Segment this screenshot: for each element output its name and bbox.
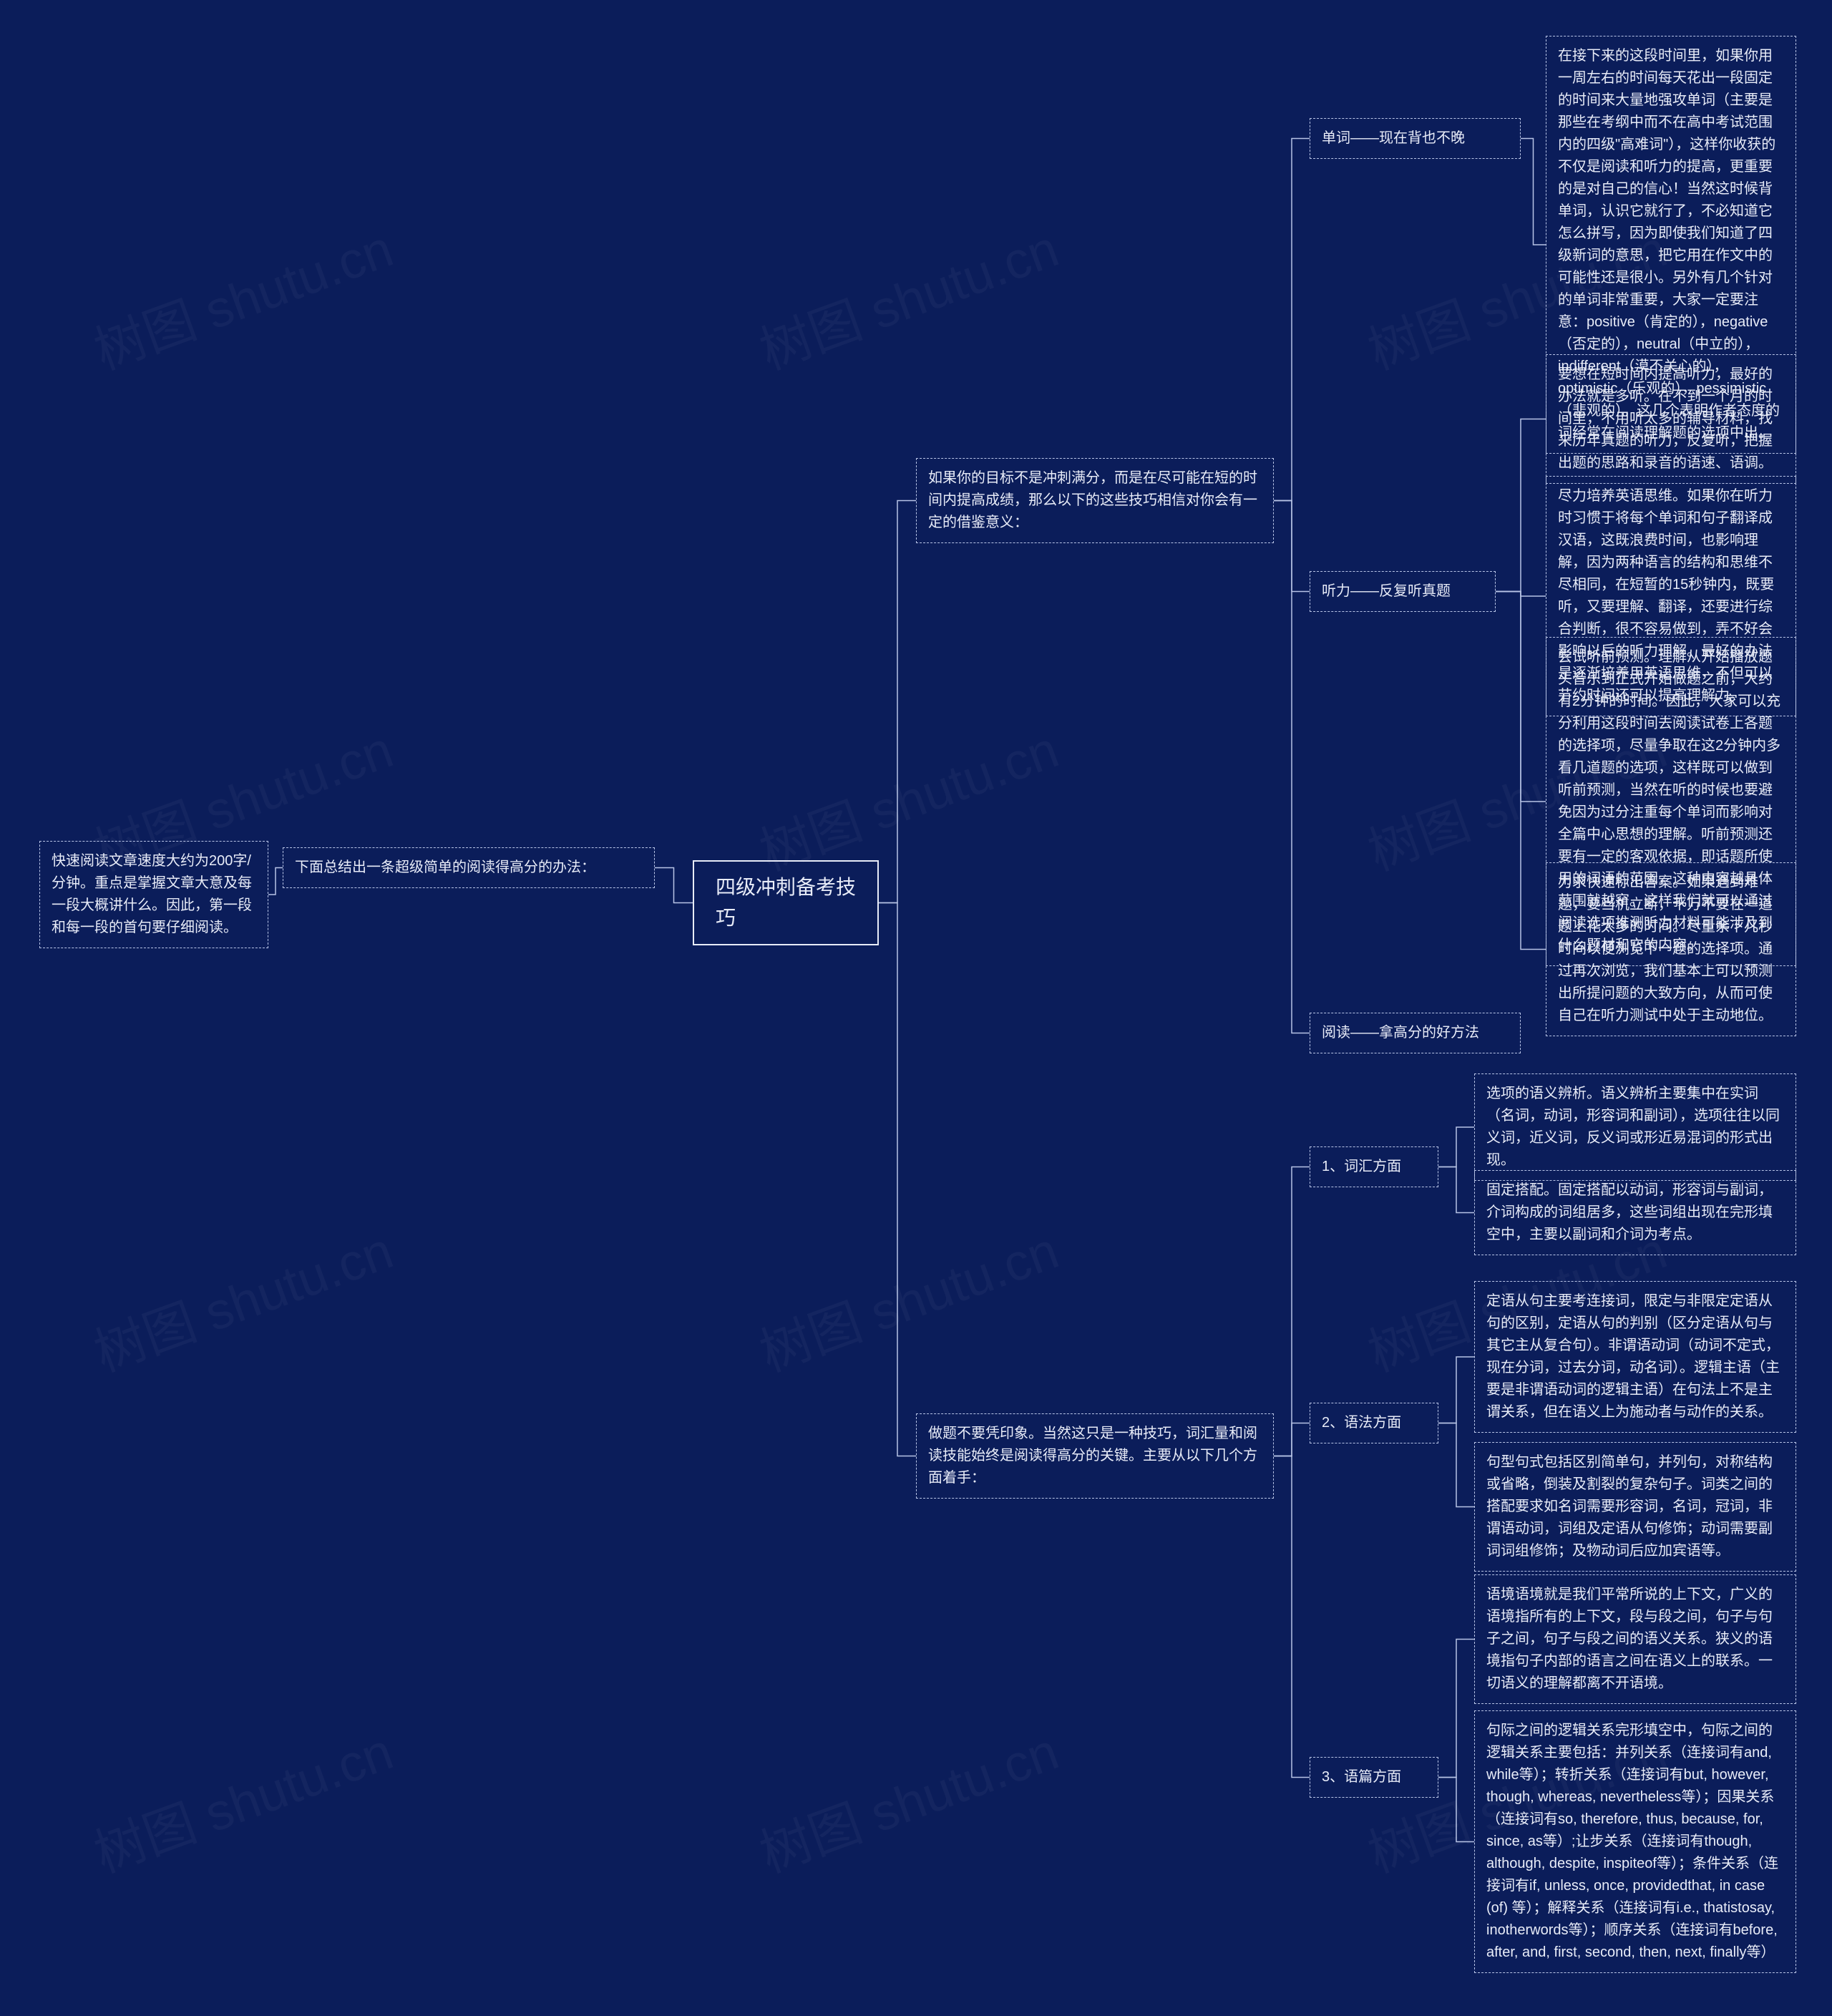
mindmap-node: 如果你的目标不是冲刺满分，而是在尽可能在短的时间内提高成绩，那么以下的这些技巧相… bbox=[916, 458, 1274, 543]
connector bbox=[1274, 501, 1310, 592]
mindmap-node: 句际之间的逻辑关系完形填空中，句际之间的逻辑关系主要包括：并列关系（连接词有an… bbox=[1474, 1710, 1796, 1973]
mindmap-root: 四级冲刺备考技巧 bbox=[693, 860, 879, 945]
connector bbox=[1438, 1778, 1474, 1842]
connector bbox=[1496, 592, 1546, 950]
mindmap-node: 单词——现在背也不晚 bbox=[1310, 118, 1521, 159]
connector bbox=[879, 501, 916, 903]
connector bbox=[1496, 592, 1546, 802]
connector bbox=[1438, 1423, 1474, 1507]
mindmap-node: 定语从句主要考连接词，限定与非限定定语从句的区别，定语从句的判别（区分定语从句与… bbox=[1474, 1281, 1796, 1433]
mindmap-node: 做题不要凭印象。当然这只是一种技巧，词汇量和阅读技能始终是阅读得高分的关键。主要… bbox=[916, 1413, 1274, 1499]
watermark: 树图 shutu.cn bbox=[748, 1209, 1067, 1386]
watermark: 树图 shutu.cn bbox=[82, 207, 401, 384]
connector bbox=[1274, 139, 1310, 501]
connector bbox=[1438, 1357, 1474, 1423]
connector bbox=[879, 903, 916, 1456]
watermark: 树图 shutu.cn bbox=[748, 207, 1067, 384]
mindmap-node: 语境语境就是我们平常所说的上下文，广义的语境指所有的上下文，段与段之间，句子与句… bbox=[1474, 1574, 1796, 1704]
mindmap-node: 要想在短时间内提高听力，最好的办法就是多听。在不到一个月的时间里，不用听太多的辅… bbox=[1546, 354, 1796, 484]
connector bbox=[268, 868, 283, 895]
mindmap-node: 听力——反复听真题 bbox=[1310, 571, 1496, 612]
watermark: 树图 shutu.cn bbox=[748, 1710, 1067, 1887]
connector bbox=[1438, 1640, 1474, 1778]
mindmap-node: 选项的语义辨析。语义辨析主要集中在实词（名词，动词，形容词和副词），选项往往以同… bbox=[1474, 1073, 1796, 1181]
mindmap-node: 3、语篇方面 bbox=[1310, 1757, 1438, 1798]
mindmap-node: 固定搭配。固定搭配以动词，形容词与副词，介词构成的词组居多，这些词组出现在完形填… bbox=[1474, 1170, 1796, 1255]
connector bbox=[1496, 592, 1546, 597]
connector bbox=[1496, 419, 1546, 592]
mindmap-node: 2、语法方面 bbox=[1310, 1403, 1438, 1443]
connector bbox=[1274, 1167, 1310, 1456]
connector bbox=[1521, 139, 1546, 245]
connector bbox=[1274, 1456, 1310, 1778]
connector bbox=[1274, 1423, 1310, 1456]
mindmap-node: 快速阅读文章速度大约为200字/分钟。重点是掌握文章大意及每一段大概讲什么。因此… bbox=[39, 841, 268, 948]
connector bbox=[1438, 1127, 1474, 1167]
mindmap-node: 阅读——拿高分的好方法 bbox=[1310, 1013, 1521, 1053]
mindmap-node: 1、词汇方面 bbox=[1310, 1146, 1438, 1187]
watermark: 树图 shutu.cn bbox=[82, 1710, 401, 1887]
mindmap-node: 力求快速标出答案。如果遇到难题，要当机立断，千万不要在一道题上花太多的时间。尽量… bbox=[1546, 862, 1796, 1036]
watermark: 树图 shutu.cn bbox=[748, 708, 1067, 885]
connector bbox=[1438, 1167, 1474, 1213]
mindmap-node: 句型句式包括区别简单句，并列句，对称结构或省略，倒装及割裂的复杂句子。词类之间的… bbox=[1474, 1442, 1796, 1572]
mindmap-node: 下面总结出一条超级简单的阅读得高分的办法： bbox=[283, 847, 655, 888]
connector bbox=[1274, 501, 1310, 1033]
connector bbox=[655, 868, 693, 903]
watermark: 树图 shutu.cn bbox=[82, 1209, 401, 1386]
